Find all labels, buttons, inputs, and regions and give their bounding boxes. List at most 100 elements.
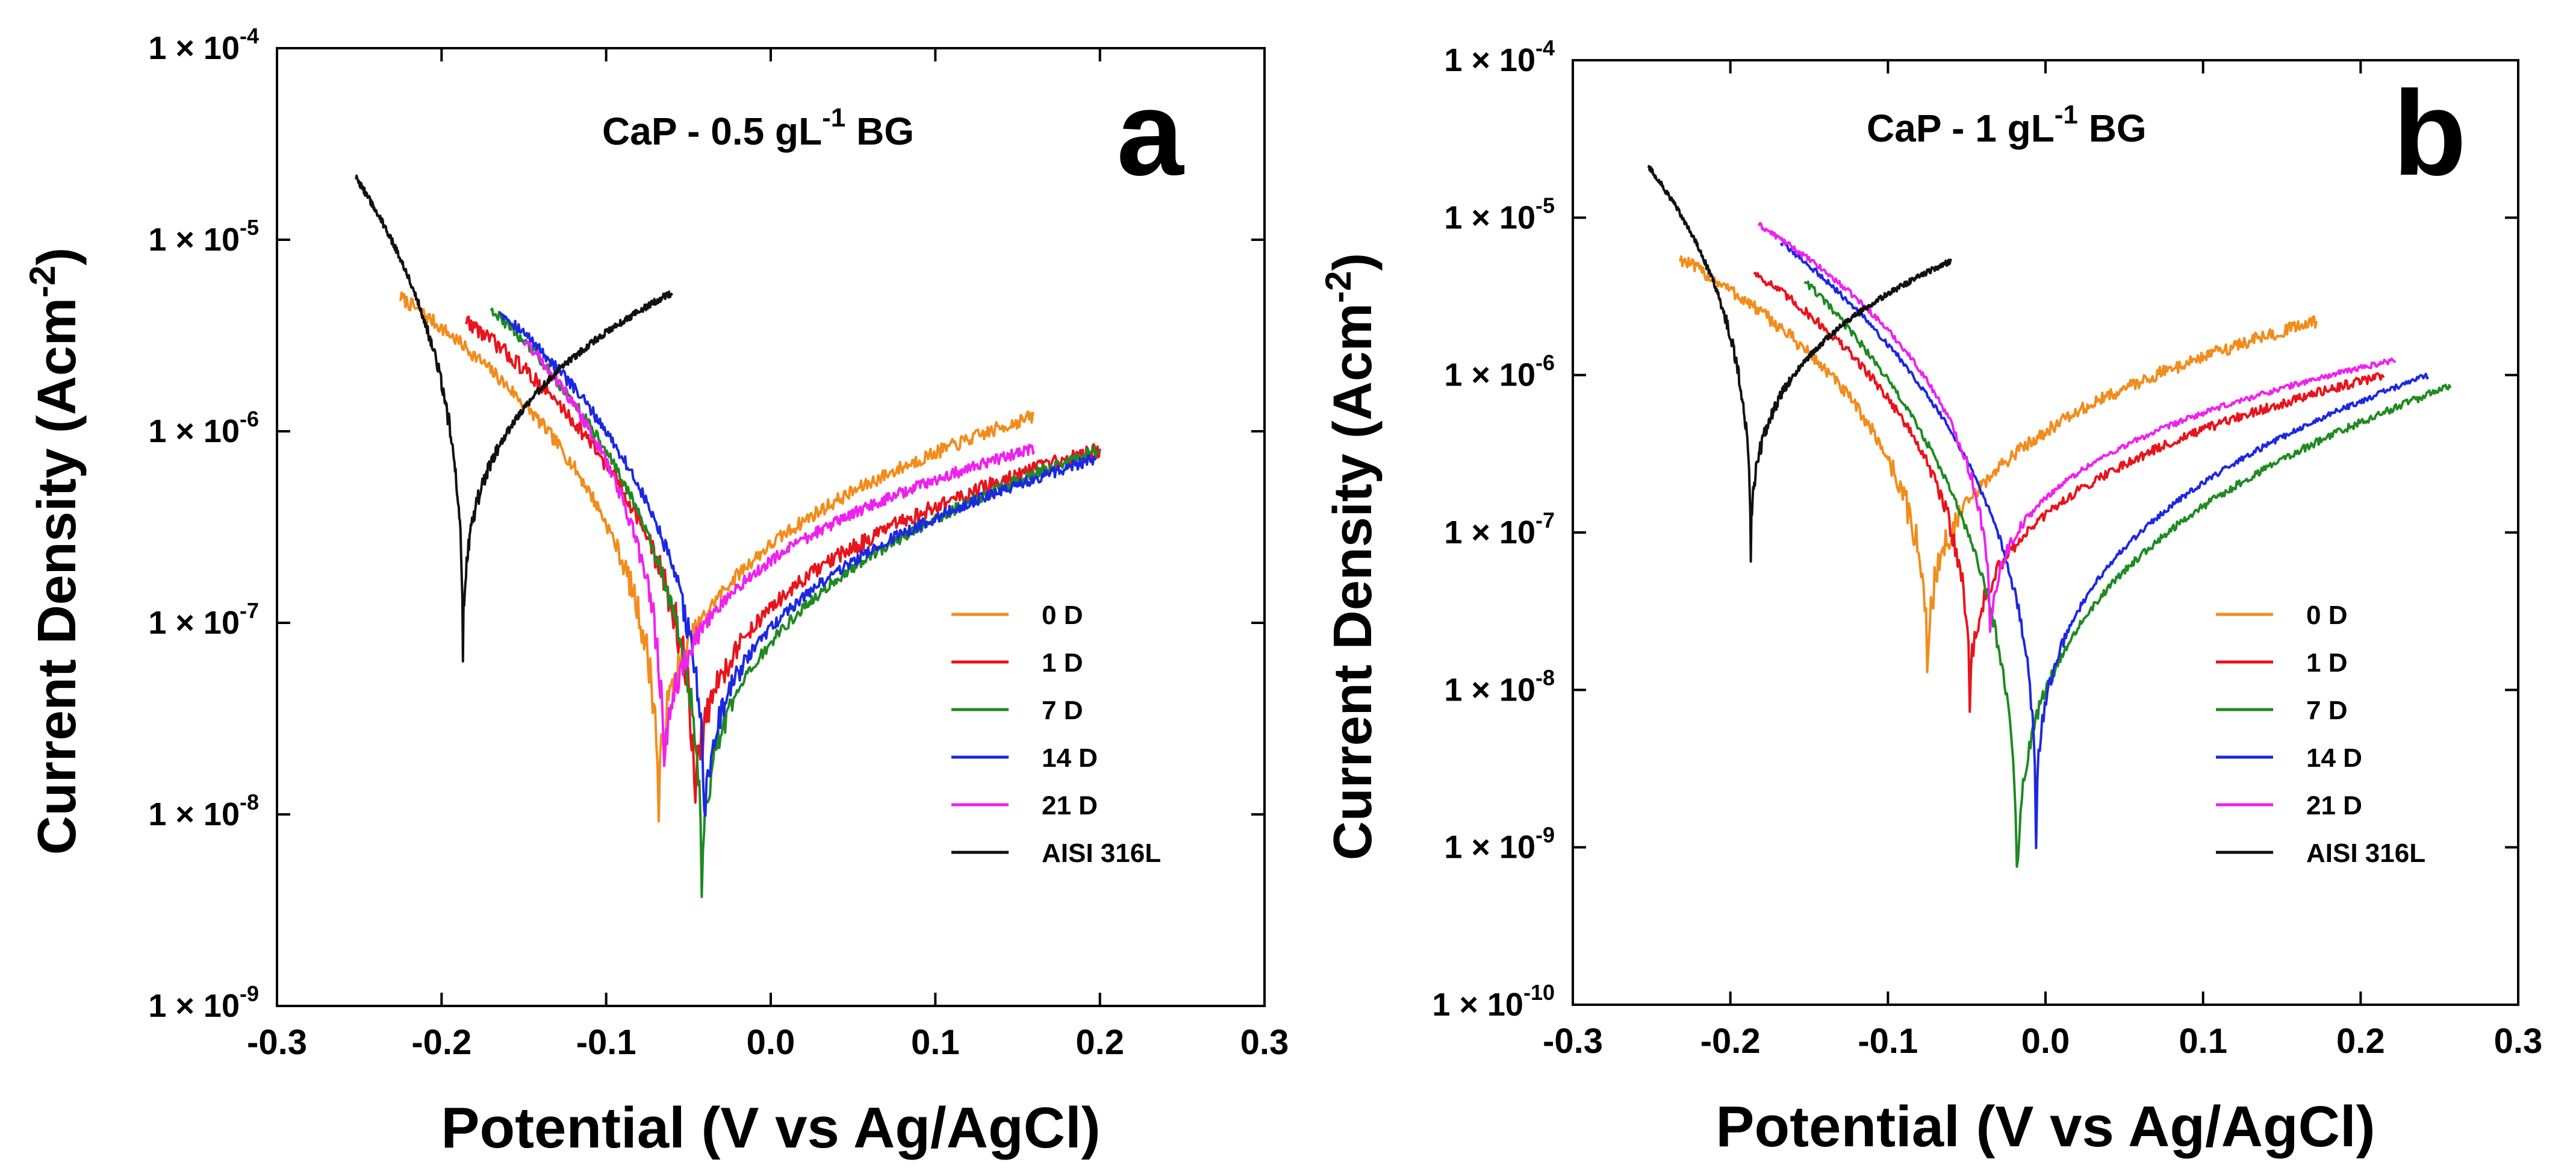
y-tick-label: 1 × 10-5 (1444, 193, 1555, 236)
x-tick-label: -0.3 (247, 1023, 307, 1062)
y-axis-title-main: Current Density (Acm (27, 298, 87, 855)
y-tick-label: 1 × 10-6 (1444, 351, 1555, 393)
y-axis-title-sup: -2 (22, 266, 63, 298)
legend-label: 7 D (1042, 696, 1083, 725)
panel-letter: a (1116, 66, 1184, 201)
series-line-14-d (1779, 241, 2430, 849)
x-tick-label: 0.0 (2021, 1022, 2070, 1061)
y-tick-label: 1 × 10-8 (1444, 665, 1555, 708)
y-tick-exponent: -8 (1535, 665, 1555, 690)
legend-label: 14 D (2306, 743, 2362, 773)
y-tick-exponent: -5 (240, 215, 259, 240)
y-axis-title: Current Density (Acm-2) (22, 248, 87, 855)
legend-label: 0 D (2306, 601, 2347, 630)
series-line-aisi-316l (355, 174, 673, 663)
y-tick-base: 1 × 10 (148, 222, 240, 258)
x-axis: -0.3 -0.2 -0.1 0.0 0.1 0.2 0.3 (247, 48, 1289, 1062)
y-tick-base: 1 × 10 (148, 988, 240, 1024)
y-tick-exponent: -10 (1523, 980, 1555, 1005)
series-group (355, 174, 1101, 898)
y-tick-label: 1 × 10-9 (1444, 823, 1555, 866)
legend-label: 21 D (2306, 791, 2362, 820)
panel-b: -0.3 -0.2 -0.1 0.0 0.1 0.2 0.31 × 10-41 × 10-5… (1318, 36, 2542, 1159)
y-tick-exponent: -4 (240, 23, 259, 48)
y-axis-title: Current Density (Acm-2) (1318, 253, 1383, 861)
x-tick-label: -0.1 (1858, 1022, 1918, 1061)
panel-a: -0.3 -0.2 -0.1 0.0 0.1 0.2 0.31 × 10-41 × 10-5… (22, 23, 1289, 1160)
y-tick-exponent: -7 (240, 598, 259, 623)
y-tick-label: 1 × 10-7 (1444, 508, 1555, 551)
y-axis-title-end: ) (1323, 253, 1383, 271)
x-tick-label: -0.1 (576, 1023, 636, 1062)
series-group (1647, 164, 2452, 868)
series-line-aisi-316l (1647, 164, 1952, 563)
panel-title-end: BG (2078, 107, 2147, 150)
y-tick-base: 1 × 10 (1444, 829, 1535, 866)
x-axis-title: Potential (V vs Ag/AgCl) (1716, 1094, 2375, 1159)
panel-title: CaP - 1 gL-1 BG (1867, 100, 2147, 150)
legend-label: AISI 316L (2306, 838, 2425, 868)
series-line-14-d (499, 311, 1097, 817)
y-axis-title-end: ) (27, 248, 87, 266)
legend-label: 21 D (1042, 791, 1098, 820)
series-line-7-d (490, 307, 1101, 898)
x-tick-label: 0.3 (1240, 1023, 1289, 1062)
y-tick-base: 1 × 10 (148, 796, 240, 832)
x-tick-label: 0.3 (2494, 1022, 2543, 1061)
series-line-1-d (465, 315, 1101, 804)
legend-label: 14 D (1042, 743, 1098, 773)
series-line-1-d (1753, 272, 2385, 713)
legend-label: 1 D (2306, 648, 2347, 678)
y-axis-title-main: Current Density (Acm (1323, 303, 1383, 860)
x-tick-label: -0.2 (411, 1023, 471, 1062)
panel-title-main: CaP - 0.5 gL (602, 110, 822, 153)
y-tick-exponent: -6 (1535, 351, 1555, 375)
series-line-21-d (523, 340, 1036, 767)
x-tick-label: -0.3 (1543, 1022, 1603, 1061)
y-tick-base: 1 × 10 (148, 30, 240, 66)
legend: 0 D 1 D 7 D 14 D 21 D AISI 316L (951, 601, 1161, 868)
y-tick-exponent: -9 (1535, 823, 1555, 848)
legend: 0 D 1 D 7 D 14 D 21 D AISI 316L (2216, 601, 2425, 868)
panel-letter: b (2393, 66, 2466, 201)
y-tick-label: 1 × 10-9 (148, 981, 259, 1024)
x-tick-label: 0.1 (2179, 1022, 2227, 1061)
y-tick-label: 1 × 10-6 (148, 407, 259, 449)
x-axis: -0.3 -0.2 -0.1 0.0 0.1 0.2 0.3 (1543, 60, 2542, 1061)
y-tick-base: 1 × 10 (148, 605, 240, 641)
y-axis: 1 × 10-41 × 10-51 × 10-61 × 10-71 × 10-8… (148, 23, 1265, 1024)
y-tick-exponent: -8 (240, 790, 259, 814)
y-tick-exponent: -6 (240, 407, 259, 431)
series-line-0-d (1678, 255, 2318, 673)
x-tick-label: -0.2 (1700, 1022, 1761, 1061)
y-tick-base: 1 × 10 (1444, 672, 1535, 708)
x-tick-label: 0.0 (747, 1023, 795, 1062)
y-tick-base: 1 × 10 (1444, 357, 1535, 393)
y-tick-label: 1 × 10-4 (1444, 36, 1555, 78)
x-axis-title: Potential (V vs Ag/AgCl) (441, 1096, 1100, 1160)
x-tick-label: 0.1 (911, 1023, 960, 1062)
y-tick-base: 1 × 10 (1444, 42, 1535, 78)
legend-label: 7 D (2306, 696, 2347, 725)
panel-title-main: CaP - 1 gL (1867, 107, 2055, 150)
y-axis: 1 × 10-41 × 10-51 × 10-61 × 10-71 × 10-8… (1432, 36, 2518, 1023)
y-tick-base: 1 × 10 (1432, 987, 1523, 1023)
y-tick-base: 1 × 10 (148, 413, 240, 449)
y-tick-label: 1 × 10-5 (148, 215, 259, 258)
series-line-0-d (399, 291, 1034, 823)
legend-label: 1 D (1042, 648, 1083, 678)
y-tick-exponent: -4 (1535, 36, 1555, 60)
y-tick-exponent: -9 (240, 981, 259, 1006)
series-line-7-d (1803, 280, 2452, 868)
y-axis-title-sup: -2 (1318, 271, 1358, 303)
y-tick-label: 1 × 10-7 (148, 598, 259, 641)
panel-title-sup: -1 (2055, 100, 2078, 130)
panel-title-end: BG (845, 110, 914, 153)
y-tick-base: 1 × 10 (1444, 514, 1535, 551)
x-tick-label: 0.2 (2336, 1022, 2385, 1061)
y-tick-label: 1 × 10-10 (1432, 980, 1555, 1023)
x-tick-label: 0.2 (1075, 1023, 1124, 1062)
y-tick-exponent: -7 (1535, 508, 1555, 532)
y-tick-label: 1 × 10-8 (148, 790, 259, 832)
